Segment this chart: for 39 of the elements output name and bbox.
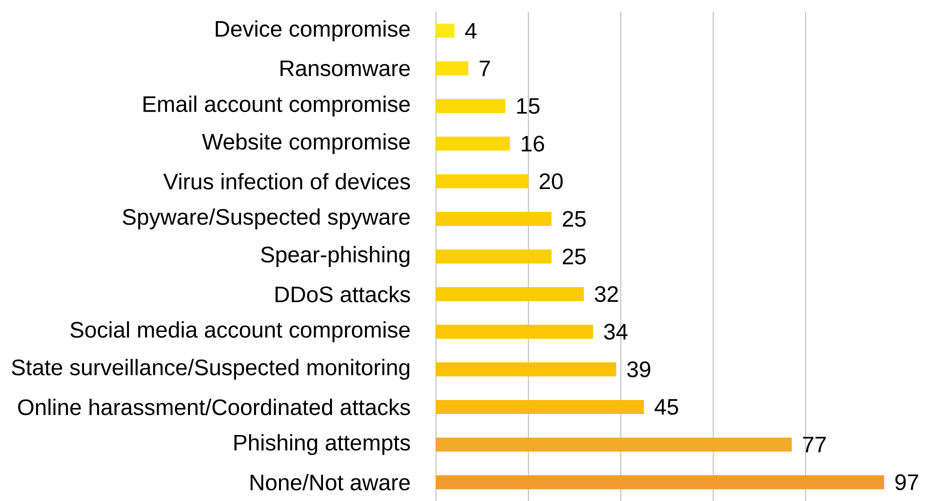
bar [436,174,528,188]
bar [436,324,594,339]
data-label: 15 [517,98,540,114]
bar [436,475,884,490]
bar [436,212,552,226]
data-label: 16 [522,136,544,152]
bar [436,250,552,264]
y-tick-label: Virus infection of devices [163,173,410,190]
data-label: 39 [627,361,650,378]
data-label: 4 [465,23,476,39]
bar [436,362,616,376]
y-tick-label: Device compromise [216,20,410,42]
bar [436,99,506,114]
data-label: 7 [480,60,490,76]
bar [436,400,644,414]
y-tick-label: Spear-phishing [261,246,410,267]
bar [436,136,510,151]
data-label: 45 [654,399,678,415]
data-label: 20 [540,173,563,190]
y-tick-label: State surveillance/Suspected monitoring [12,358,410,380]
bar [436,24,454,38]
y-tick-label: Email account compromise [144,96,410,116]
data-label: 34 [604,324,628,340]
y-tick-label: Ransomware [280,60,410,76]
data-label: 25 [562,210,586,227]
y-tick-label: Website compromise [202,133,410,154]
bar [436,438,792,452]
y-tick-label: Online harassment/Coordinated attacks [18,398,410,416]
y-tick-label: Phishing attempts [234,434,410,456]
bar [436,61,468,76]
y-tick-label: DDoS attacks [276,286,410,302]
y-tick-label: None/Not aware [250,474,410,490]
data-label: 32 [594,286,618,302]
data-label: 97 [895,474,918,490]
data-label: 25 [562,248,586,264]
bar [436,287,584,302]
y-tick-label: Social media account compromise [70,321,410,342]
y-tick-label: Spyware/Suspected spyware [122,208,410,230]
data-label: 77 [803,436,826,452]
